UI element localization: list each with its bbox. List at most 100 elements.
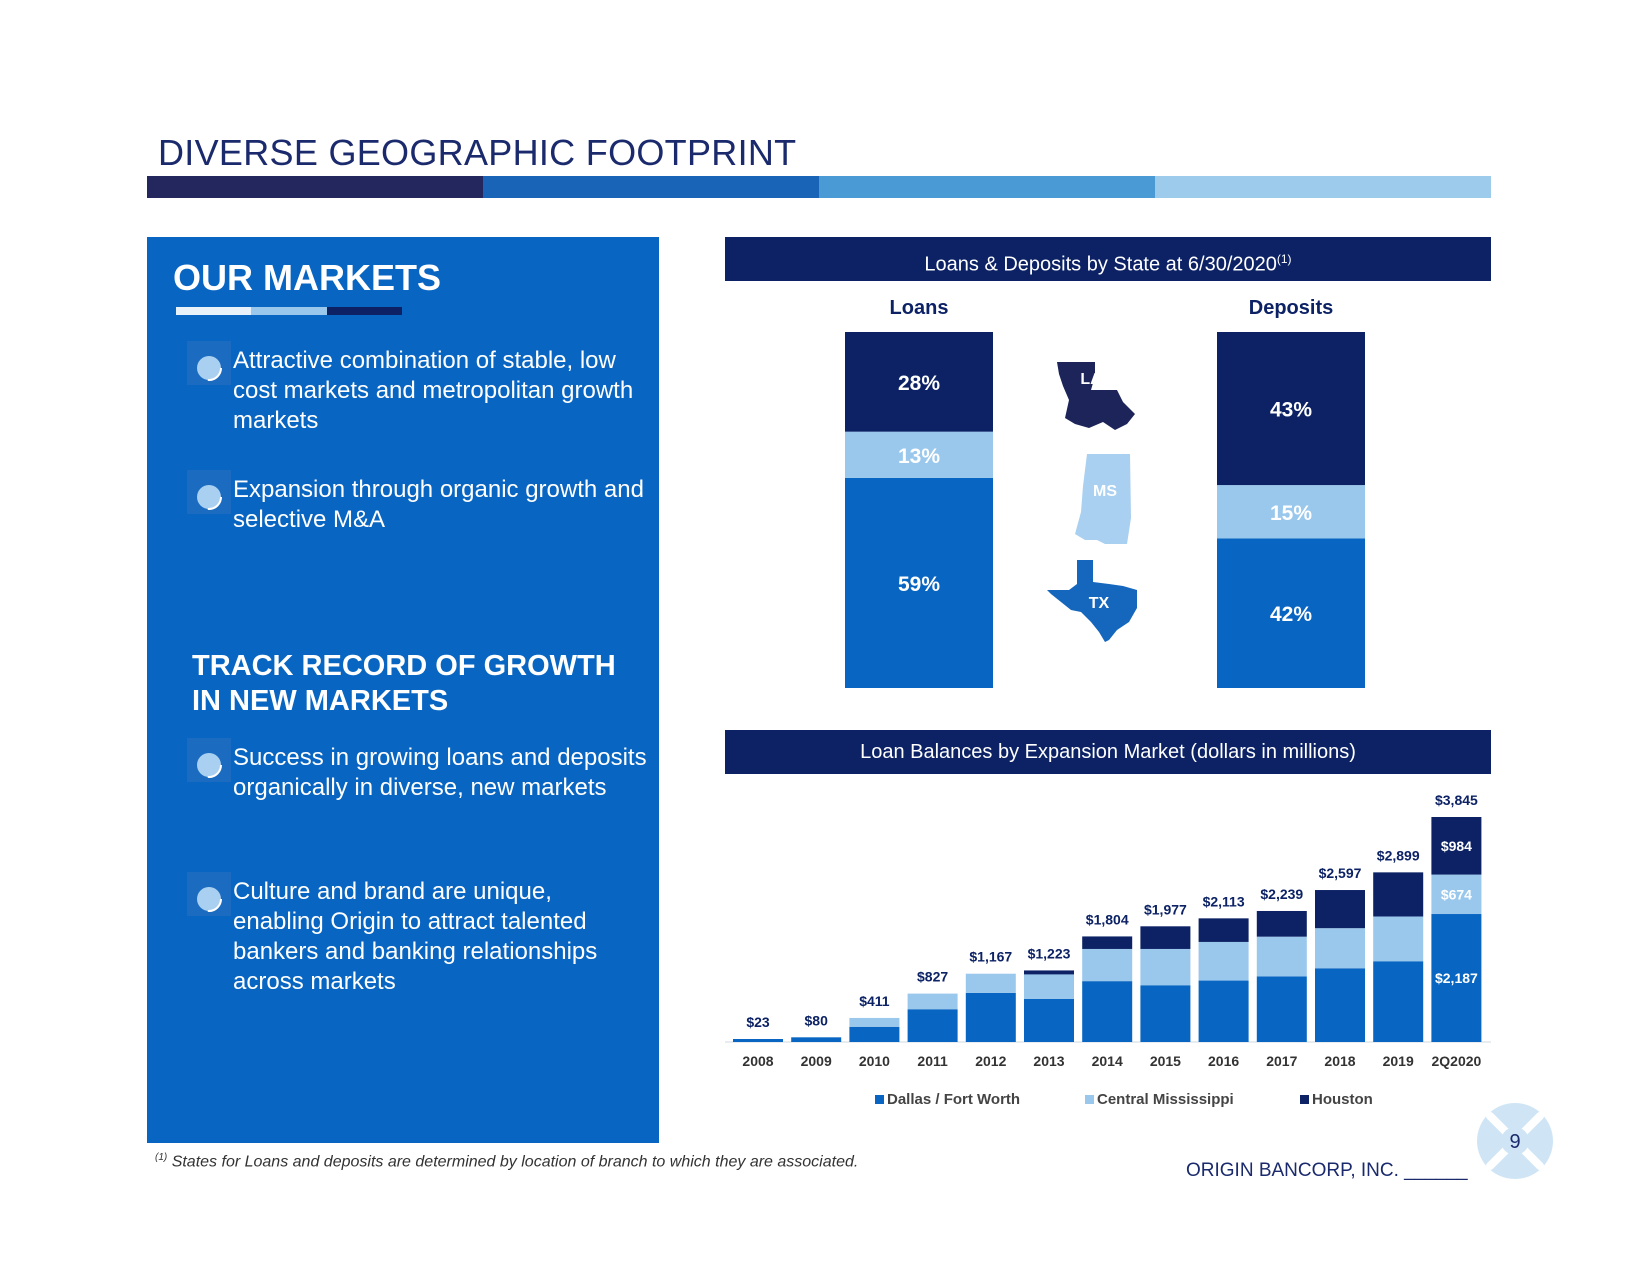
- loan-balance-chart-header: Loan Balances by Expansion Market (dolla…: [725, 730, 1491, 774]
- company-name: ORIGIN BANCORP, INC. ______: [1186, 1160, 1468, 1181]
- bullet-text: Culture and brand are unique, enabling O…: [233, 878, 598, 995]
- track-record-heading: TRACK RECORD OF GROWTH IN NEW MARKETS: [192, 650, 616, 717]
- state-label-ms: MS: [1093, 483, 1117, 500]
- stacked-bar-segment: [1082, 948, 1133, 982]
- bar-category-label: Deposits: [1249, 297, 1333, 319]
- stacked-bar-segment: [1373, 872, 1424, 917]
- stacked-bar-segment: [1256, 936, 1307, 977]
- stacked-bar-segment: [1431, 914, 1482, 1042]
- segment-value-label: 13%: [898, 445, 940, 468]
- company-name-text: ORIGIN BANCORP, INC.: [1186, 1160, 1399, 1181]
- title-bar-segment: [483, 176, 819, 198]
- heading-bar-segment: [176, 307, 252, 315]
- stacked-bar-segment: [965, 992, 1016, 1042]
- stacked-bar-segment: [845, 431, 993, 478]
- stacked-bar-segment: [1140, 985, 1191, 1042]
- x-tick-label: 2016: [1208, 1053, 1239, 1069]
- stacked-bar-segment: [1140, 948, 1191, 986]
- heading-bar-segment: [326, 307, 402, 315]
- stacked-bar-segment: [1431, 817, 1482, 875]
- title-color-bar: [147, 176, 1491, 198]
- title-bar-segment: [1155, 176, 1491, 198]
- x-tick-label: 2008: [742, 1053, 773, 1069]
- stacked-bar-segment: [733, 1039, 783, 1042]
- bullet-text: Expansion through organic growth and sel…: [233, 476, 644, 533]
- x-tick-label: 2014: [1092, 1053, 1123, 1069]
- legend-label: Central Mississippi: [1097, 1091, 1234, 1108]
- x-tick-label: 2011: [917, 1053, 948, 1069]
- bar-total-label: $3,845: [1435, 792, 1478, 808]
- legend-label: Houston: [1312, 1091, 1373, 1108]
- stacked-bar-segment: [1256, 976, 1307, 1042]
- state-chart-title: Loans & Deposits by State at 6/30/2020: [924, 253, 1277, 276]
- texas-map-icon: TX: [1047, 560, 1137, 642]
- stacked-bar-segment: [845, 477, 993, 688]
- page-number-badge: 9: [1477, 1103, 1553, 1179]
- title-bar-segment: [147, 176, 483, 198]
- stacked-bar-segment: [1217, 332, 1365, 486]
- bar-total-label: $411: [859, 993, 890, 1009]
- x-tick-label: 2013: [1033, 1053, 1064, 1069]
- page-title: DIVERSE GEOGRAPHIC FOOTPRINT: [158, 132, 797, 173]
- segment-value-label: 15%: [1270, 502, 1312, 525]
- legend-swatch: [1300, 1095, 1309, 1104]
- bar-total-label: $2,113: [1203, 893, 1245, 909]
- stacked-bar-segment: [907, 993, 958, 1010]
- stacked-bar-segment: [1024, 974, 1074, 999]
- x-tick-label: 2015: [1150, 1053, 1181, 1069]
- heading-bar-segment: [251, 307, 327, 315]
- x-tick-label: 2010: [859, 1053, 890, 1069]
- title-bar-segment: [819, 176, 1155, 198]
- state-label-la: LA: [1080, 371, 1102, 388]
- louisiana-map-icon: LA: [1057, 362, 1135, 430]
- bullet-item: Culture and brand are unique, enabling O…: [187, 872, 647, 997]
- bar-category-label: Loans: [890, 297, 949, 319]
- page-number: 9: [1509, 1131, 1520, 1153]
- x-tick-label: 2018: [1324, 1053, 1355, 1069]
- bar-total-label: $1,223: [1028, 945, 1071, 961]
- footnote-marker: (1): [1276, 252, 1292, 266]
- stacked-bar-segment: [1082, 936, 1133, 949]
- bar-total-label: $23: [746, 1014, 770, 1030]
- stacked-bar-segment: [1315, 968, 1365, 1042]
- bullet-item: Attractive combination of stable, low co…: [187, 341, 647, 436]
- stacked-bar-segment: [1024, 998, 1074, 1042]
- stacked-bar-segment: [1256, 910, 1307, 937]
- state-chart-header: Loans & Deposits by State at 6/30/2020(1…: [725, 237, 1491, 281]
- stacked-bar-segment: [1217, 485, 1365, 539]
- circle-bullet-icon: [187, 470, 231, 514]
- bullet-item: Expansion through organic growth and sel…: [187, 470, 647, 535]
- x-tick-label: 2019: [1383, 1053, 1414, 1069]
- bar-total-label: $2,899: [1377, 847, 1420, 863]
- segment-value-label: 43%: [1270, 399, 1312, 422]
- bar-total-label: $1,167: [969, 949, 1012, 965]
- heading-color-bar: [176, 307, 402, 315]
- bullet-text: Attractive combination of stable, low co…: [233, 347, 634, 434]
- bar-total-label: $2,597: [1319, 865, 1362, 881]
- bar-total-label: $1,804: [1086, 911, 1129, 927]
- stacked-bar-segment: [791, 1037, 842, 1042]
- bar-total-label: $1,977: [1144, 901, 1187, 917]
- our-markets-heading: OUR MARKETS: [173, 257, 441, 298]
- x-tick-label: 2Q2020: [1431, 1053, 1481, 1069]
- state-label-tx: TX: [1089, 595, 1110, 612]
- segment-value-label: 28%: [898, 372, 940, 395]
- stacked-bar-segment: [1082, 981, 1133, 1042]
- markets-panel: OUR MARKETS Attractive combination of st…: [147, 237, 659, 1143]
- x-tick-label: 2012: [975, 1053, 1006, 1069]
- stacked-bar-segment: [1373, 916, 1424, 962]
- bar-total-label: $80: [805, 1012, 829, 1028]
- bar-total-label: $2,239: [1260, 886, 1303, 902]
- stacked-bar-segment: [965, 973, 1016, 993]
- stacked-bar-segment: [1373, 961, 1424, 1042]
- stacked-bar-segment: [1315, 928, 1365, 969]
- stacked-bar-segment: [849, 1026, 900, 1042]
- stacked-bar-segment: [1198, 980, 1249, 1042]
- stacked-bar-segment: [845, 332, 993, 432]
- stacked-bar-segment: [849, 1017, 900, 1027]
- state-chart: Loans 59% 13% 28% Deposits 42% 15% 43% LA MS TX: [845, 297, 1365, 688]
- mississippi-map-icon: MS: [1075, 454, 1131, 544]
- stacked-bar-segment: [1024, 970, 1074, 975]
- stacked-bar-segment: [1431, 874, 1482, 915]
- stacked-bar-segment: [1198, 918, 1249, 942]
